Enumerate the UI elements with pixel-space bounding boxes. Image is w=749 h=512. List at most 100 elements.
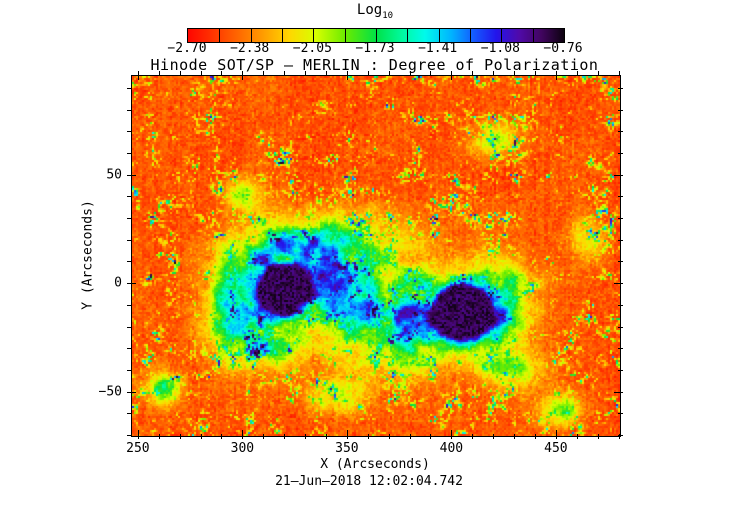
x-tick [326, 434, 327, 439]
x-tick [221, 434, 222, 439]
x-tick [326, 71, 327, 76]
colorbar-division-tick [438, 29, 440, 42]
x-tick [159, 434, 160, 439]
colorbar-tick-label: −1.08 [480, 41, 520, 56]
x-tick [389, 434, 390, 439]
y-tick [127, 413, 132, 414]
x-tick-label: 450 [544, 441, 568, 456]
colorbar-title: Log10 [187, 2, 563, 21]
y-tick [618, 196, 623, 197]
x-tick [598, 71, 599, 76]
colorbar-division-tick [376, 29, 377, 42]
colorbar-division-tick [250, 29, 252, 42]
x-tick [619, 71, 620, 76]
x-tick [577, 71, 578, 76]
y-tick [127, 305, 132, 306]
x-tick [493, 434, 494, 439]
colorbar-tick-label: −2.05 [292, 41, 332, 56]
x-tick [514, 71, 515, 76]
x-tick [284, 434, 285, 439]
x-tick [577, 434, 578, 439]
colorbar-tick-label: −0.76 [543, 41, 583, 56]
x-tick [263, 434, 264, 439]
colorbar-division-tick [219, 29, 221, 42]
x-tick [180, 71, 181, 76]
x-tick [430, 434, 431, 439]
x-tick [472, 434, 473, 439]
y-tick [618, 218, 623, 219]
x-tick [368, 71, 369, 76]
colorbar-title-main: Log [356, 2, 383, 18]
y-axis-label: Y (Arcseconds) [80, 200, 96, 310]
x-tick [242, 430, 243, 439]
x-tick [347, 430, 348, 439]
y-tick [127, 261, 132, 262]
x-tick [451, 430, 452, 439]
x-tick [389, 71, 390, 76]
x-tick [556, 430, 557, 439]
y-tick [127, 435, 132, 436]
x-tick [180, 434, 181, 439]
colorbar-tick-label: −1.73 [355, 41, 395, 56]
y-tick [618, 305, 623, 306]
colorbar-tick-label: −2.38 [230, 41, 270, 56]
y-tick [618, 348, 623, 349]
y-tick [127, 327, 132, 328]
x-tick [201, 71, 202, 76]
plot-title: Hinode SOT/SP – MERLIN : Degree of Polar… [150, 56, 599, 74]
y-tick [127, 153, 132, 154]
y-tick [618, 131, 623, 132]
colorbar [187, 28, 565, 43]
colorbar-tick-label: −2.70 [167, 41, 207, 56]
x-tick [138, 71, 139, 80]
y-tick [127, 88, 132, 89]
y-tick [614, 175, 623, 176]
y-tick-label: 0 [114, 275, 122, 291]
colorbar-division-tick [407, 29, 409, 42]
colorbar-division-tick [344, 29, 346, 42]
y-tick [618, 435, 623, 436]
colorbar-division-tick [282, 29, 283, 42]
x-tick [242, 71, 243, 80]
y-tick [127, 348, 132, 349]
x-tick [451, 71, 452, 80]
y-tick [127, 110, 132, 111]
y-tick [127, 392, 136, 393]
y-tick [127, 218, 132, 219]
x-tick [556, 71, 557, 80]
colorbar-title-sub: 10 [382, 10, 394, 21]
y-tick-label: 50 [106, 167, 122, 183]
colorbar-division-tick [501, 29, 503, 42]
colorbar-division-tick [532, 29, 534, 42]
y-tick [127, 131, 132, 132]
heatmap-canvas [132, 76, 620, 436]
y-tick [618, 153, 623, 154]
y-tick [618, 88, 623, 89]
x-tick [263, 71, 264, 76]
x-tick-label: 250 [126, 441, 150, 456]
x-axis-label: X (Arcseconds) [320, 457, 430, 472]
x-tick-label: 300 [230, 441, 255, 456]
y-tick [614, 392, 623, 393]
y-tick [618, 240, 623, 241]
x-tick-label: 400 [439, 441, 464, 456]
x-tick [535, 71, 536, 76]
x-tick [284, 71, 285, 76]
x-tick [159, 71, 160, 76]
y-tick [127, 370, 132, 371]
y-tick [127, 196, 132, 197]
x-tick [305, 434, 306, 439]
colorbar-division-tick [470, 29, 471, 42]
y-tick [127, 175, 136, 176]
y-tick [618, 327, 623, 328]
x-tick [410, 71, 411, 76]
x-tick [535, 434, 536, 439]
x-tick [305, 71, 306, 76]
x-tick [138, 430, 139, 439]
x-tick [221, 71, 222, 76]
colorbar-tick-label: −1.41 [418, 41, 458, 56]
x-tick [514, 434, 515, 439]
x-tick [493, 71, 494, 76]
y-tick [618, 370, 623, 371]
